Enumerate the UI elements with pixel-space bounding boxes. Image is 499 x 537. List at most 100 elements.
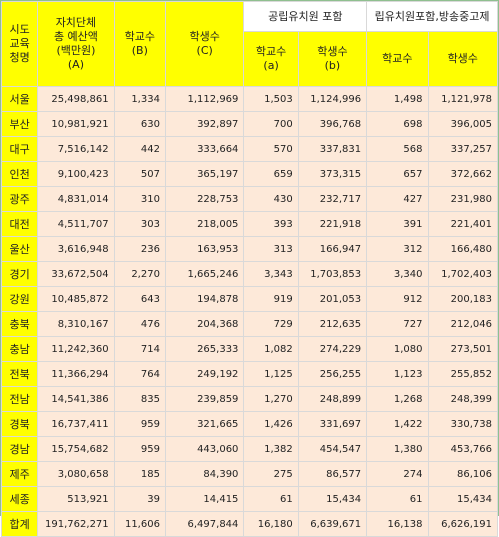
table-row: 강원 10,485,872 643 194,878 919 201,053 912 200,1… <box>0 286 498 312</box>
header-group-public-kindergarten: 공립유치원 포함 <box>243 1 368 32</box>
cell-group1-students: 15,434 <box>297 486 368 512</box>
cell-group2-students: 212,046 <box>427 311 498 337</box>
cell-group1-students: 86,577 <box>297 461 368 487</box>
cell-schools: 764 <box>113 361 166 387</box>
cell-budget: 25,498,861 <box>37 86 115 112</box>
cell-group2-students: 200,183 <box>427 286 498 312</box>
cell-group2-schools: 698 <box>366 111 429 137</box>
cell-group2-schools: 16,138 <box>366 511 429 537</box>
cell-group2-schools: 61 <box>366 486 429 512</box>
cell-budget: 11,242,360 <box>37 336 115 362</box>
cell-group2-schools: 1,268 <box>366 386 429 412</box>
cell-group1-students: 166,947 <box>297 236 368 262</box>
header-group1-students: 학생수 (b) <box>297 31 368 87</box>
cell-students: 14,415 <box>164 486 245 512</box>
cell-budget: 15,754,682 <box>37 436 115 462</box>
cell-group1-schools: 1,503 <box>243 86 299 112</box>
cell-budget: 3,616,948 <box>37 236 115 262</box>
cell-students: 249,192 <box>164 361 245 387</box>
cell-group2-schools: 1,422 <box>366 411 429 437</box>
cell-group2-students: 231,980 <box>427 186 498 212</box>
cell-group1-students: 221,918 <box>297 211 368 237</box>
table-row: 대전 4,511,707 303 218,005 393 221,918 391 221,40… <box>0 211 498 237</box>
cell-group1-students: 232,717 <box>297 186 368 212</box>
cell-schools: 185 <box>113 461 166 487</box>
table-row: 광주 4,831,014 310 228,753 430 232,717 427 231,98… <box>0 186 498 212</box>
table-row: 충북 8,310,167 476 204,368 729 212,635 727 212,04… <box>0 311 498 337</box>
header-group1-schools: 학교수 (a) <box>243 31 299 87</box>
table-row: 세종 513,921 39 14,415 61 15,434 61 15,434 <box>0 486 498 512</box>
cell-group2-schools: 274 <box>366 461 429 487</box>
cell-group1-students: 454,547 <box>297 436 368 462</box>
cell-group2-students: 248,399 <box>427 386 498 412</box>
cell-group1-students: 201,053 <box>297 286 368 312</box>
cell-students: 204,368 <box>164 311 245 337</box>
table-row: 인천 9,100,423 507 365,197 659 373,315 657 372,66… <box>0 161 498 187</box>
cell-group1-students: 1,124,996 <box>297 86 368 112</box>
cell-students: 239,859 <box>164 386 245 412</box>
cell-region: 울산 <box>0 236 39 262</box>
cell-schools: 2,270 <box>113 261 166 287</box>
table-row: 경북 16,737,411 959 321,665 1,426 331,697 1,422 3… <box>0 411 498 437</box>
cell-group2-schools: 391 <box>366 211 429 237</box>
cell-group2-students: 396,005 <box>427 111 498 137</box>
cell-schools: 303 <box>113 211 166 237</box>
cell-group1-schools: 700 <box>243 111 299 137</box>
cell-group2-students: 15,434 <box>427 486 498 512</box>
cell-region: 제주 <box>0 461 39 487</box>
cell-group2-students: 372,662 <box>427 161 498 187</box>
cell-schools: 476 <box>113 311 166 337</box>
cell-schools: 714 <box>113 336 166 362</box>
table-row: 서울 25,498,861 1,334 1,112,969 1,503 1,124,996… <box>0 86 498 112</box>
cell-group1-schools: 275 <box>243 461 299 487</box>
cell-group1-schools: 1,082 <box>243 336 299 362</box>
cell-region: 전남 <box>0 386 39 412</box>
cell-group1-schools: 393 <box>243 211 299 237</box>
table-row: 경기 33,672,504 2,270 1,665,246 3,343 1,703,853… <box>0 261 498 287</box>
cell-group2-students: 255,852 <box>427 361 498 387</box>
cell-region: 전북 <box>0 361 39 387</box>
table-row: 합계 191,762,271 11,606 6,497,844 16,180 6,639,… <box>0 511 498 537</box>
cell-budget: 16,737,411 <box>37 411 115 437</box>
cell-region: 세종 <box>0 486 39 512</box>
table-row: 대구 7,516,142 442 333,664 570 337,831 568 337,25… <box>0 136 498 162</box>
cell-group2-students: 221,401 <box>427 211 498 237</box>
cell-budget: 4,511,707 <box>37 211 115 237</box>
cell-group1-schools: 3,343 <box>243 261 299 287</box>
cell-schools: 236 <box>113 236 166 262</box>
cell-group2-schools: 312 <box>366 236 429 262</box>
cell-region: 부산 <box>0 111 39 137</box>
cell-budget: 3,080,658 <box>37 461 115 487</box>
header-group2-schools: 학교수 <box>366 31 429 87</box>
cell-region: 광주 <box>0 186 39 212</box>
header-students: 학생수 (C) <box>164 1 245 87</box>
cell-schools: 643 <box>113 286 166 312</box>
cell-group1-students: 396,768 <box>297 111 368 137</box>
cell-schools: 959 <box>113 436 166 462</box>
cell-students: 228,753 <box>164 186 245 212</box>
cell-group2-students: 453,766 <box>427 436 498 462</box>
cell-budget: 4,831,014 <box>37 186 115 212</box>
cell-region: 충남 <box>0 336 39 362</box>
cell-budget: 10,981,921 <box>37 111 115 137</box>
cell-schools: 630 <box>113 111 166 137</box>
cell-students: 84,390 <box>164 461 245 487</box>
cell-students: 392,897 <box>164 111 245 137</box>
cell-group1-schools: 729 <box>243 311 299 337</box>
header-group-private-kindergarten: 립유치원포함,방송중고제 <box>366 1 498 32</box>
cell-budget: 191,762,271 <box>37 511 115 537</box>
header-region: 시도 교육 청명 <box>0 1 39 87</box>
cell-region: 인천 <box>0 161 39 187</box>
cell-group2-students: 86,106 <box>427 461 498 487</box>
cell-group2-schools: 657 <box>366 161 429 187</box>
cell-region: 대전 <box>0 211 39 237</box>
header-schools: 학교수 (B) <box>113 1 166 87</box>
cell-budget: 14,541,386 <box>37 386 115 412</box>
cell-group1-students: 6,639,671 <box>297 511 368 537</box>
cell-students: 333,664 <box>164 136 245 162</box>
cell-group1-schools: 16,180 <box>243 511 299 537</box>
cell-group2-schools: 427 <box>366 186 429 212</box>
cell-schools: 507 <box>113 161 166 187</box>
cell-group2-students: 330,738 <box>427 411 498 437</box>
